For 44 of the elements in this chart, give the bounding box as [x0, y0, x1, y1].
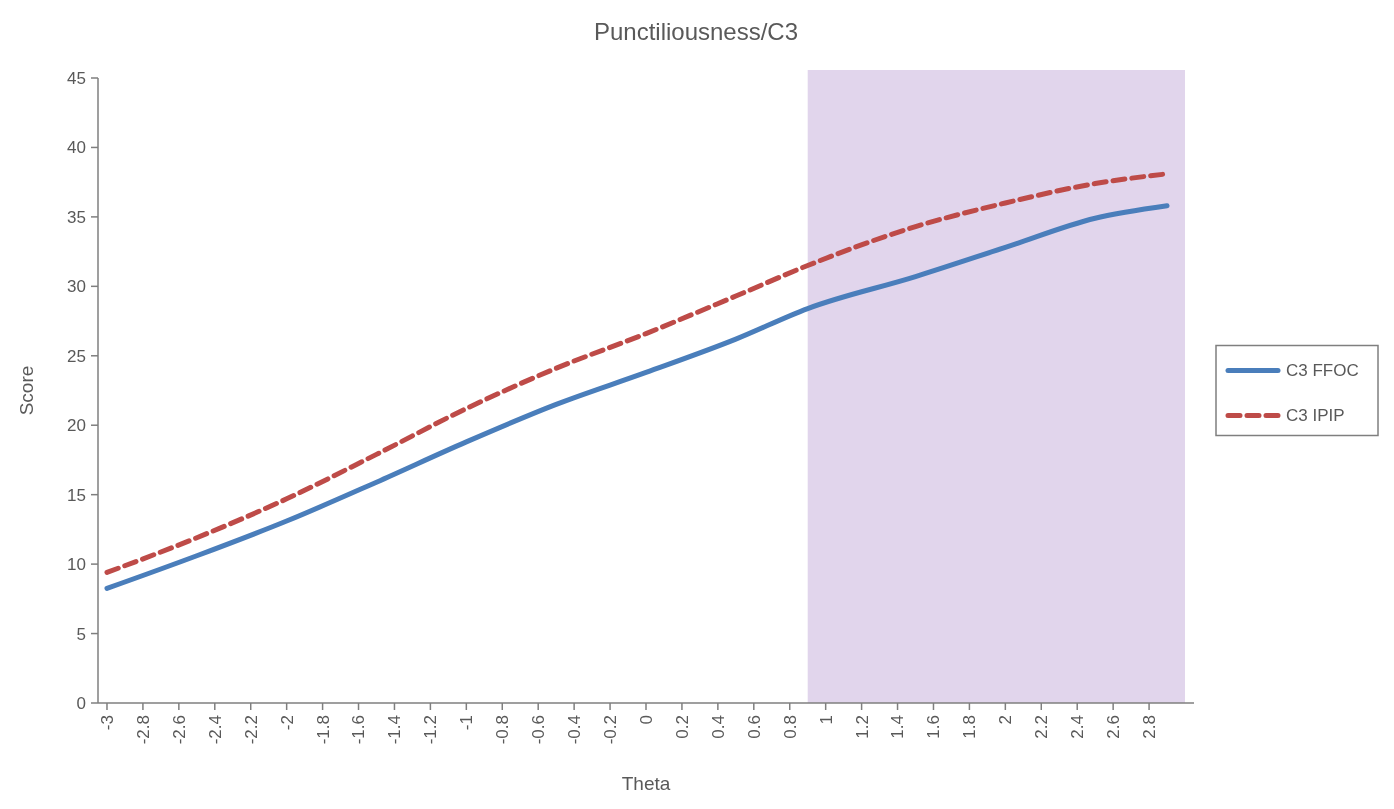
x-tick-label: 1.2: [852, 715, 872, 739]
y-axis-title: Score: [16, 365, 37, 416]
y-tick-label: 30: [67, 277, 86, 297]
x-tick-label: -0.2: [601, 715, 621, 745]
x-tick-label: -1.8: [313, 715, 333, 745]
x-tick-label: -1.2: [421, 715, 441, 745]
x-tick-label: -0.4: [565, 715, 585, 745]
x-tick-label: 0.6: [744, 715, 764, 739]
x-tick-label: 2.4: [1068, 715, 1088, 739]
y-tick-label: 45: [67, 68, 86, 88]
legend-label: C3 FFOC: [1286, 361, 1359, 381]
x-tick-label: -2.8: [133, 715, 153, 745]
x-tick-label: 2: [996, 715, 1016, 725]
x-tick-label: -2.2: [241, 715, 261, 745]
y-tick-label: 5: [76, 624, 86, 644]
y-tick-label: 10: [67, 555, 86, 575]
y-tick-label: 25: [67, 346, 86, 366]
x-tick-label: 0.4: [708, 715, 728, 739]
x-tick-label: 0.8: [780, 715, 800, 739]
x-tick-label: 1.8: [960, 715, 980, 739]
y-tick-label: 35: [67, 207, 86, 227]
legend-label: C3 IPIP: [1286, 406, 1345, 426]
x-tick-label: -1: [457, 715, 477, 731]
x-tick-label: -2: [277, 715, 297, 731]
y-tick-label: 15: [67, 485, 86, 505]
y-tick-label: 20: [67, 416, 86, 436]
x-tick-label: 2.8: [1140, 715, 1160, 739]
x-tick-label: -1.6: [349, 715, 369, 745]
x-tick-label: -0.6: [529, 715, 549, 745]
x-tick-label: 0: [636, 715, 656, 725]
x-tick-label: 1.6: [924, 715, 944, 739]
chart-title: Punctiliousness/C3: [593, 18, 799, 45]
x-tick-label: -3: [97, 715, 117, 731]
x-tick-label: 2.2: [1032, 715, 1052, 739]
x-axis-title: Theta: [621, 773, 671, 794]
x-tick-label: -1.4: [385, 715, 405, 745]
x-tick-label: 2.6: [1104, 715, 1124, 739]
x-tick-label: -0.8: [493, 715, 513, 745]
x-tick-label: -2.4: [205, 715, 225, 745]
x-tick-label: 1.4: [888, 715, 908, 739]
y-tick-label: 40: [67, 138, 86, 158]
x-tick-label: 0.2: [672, 715, 692, 739]
x-tick-label: -2.6: [169, 715, 189, 745]
x-tick-label: 1: [816, 715, 836, 725]
